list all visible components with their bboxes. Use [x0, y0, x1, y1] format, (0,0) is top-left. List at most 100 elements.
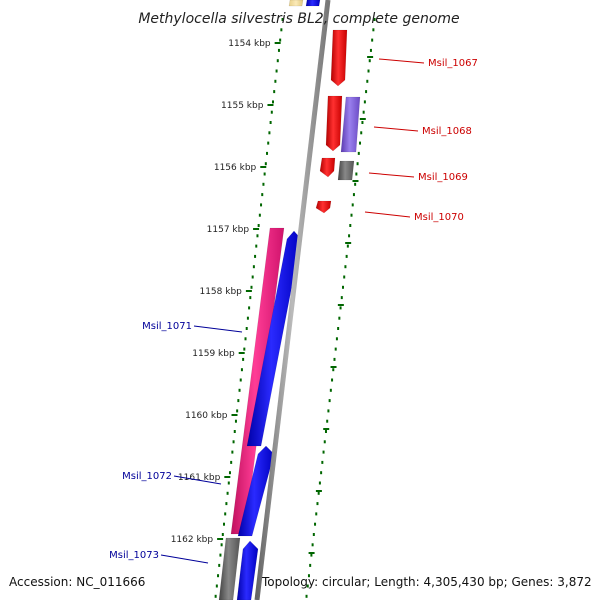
kbp-tick: [217, 538, 224, 540]
scale-dot: [232, 440, 235, 444]
scale-dot: [245, 327, 248, 330]
scale-dot: [234, 419, 237, 423]
gene-grey-1069b[interactable]: [337, 160, 355, 181]
scale-dot: [219, 553, 222, 557]
scale-dot: [307, 574, 310, 578]
gene-leader-line: [173, 475, 222, 485]
inner-scale-tick: [330, 366, 337, 368]
kbp-tick: [260, 166, 267, 168]
scale-dot: [305, 594, 308, 598]
scale-dot: [263, 172, 266, 176]
scale-dot: [280, 28, 283, 32]
scale-dot: [243, 347, 246, 351]
gene-label[interactable]: Msil_1067: [428, 58, 478, 69]
scale-dot: [268, 131, 271, 135]
topology-text: Topology: circular; Length: 4,305,430 bp…: [261, 575, 592, 589]
scale-dot: [366, 79, 369, 83]
scale-dot: [250, 285, 253, 289]
inner-scale-tick: [367, 56, 374, 58]
gene-label[interactable]: Msil_1068: [422, 126, 472, 137]
scale-dot: [240, 368, 243, 372]
scale-dot: [371, 38, 374, 42]
genome-title: Methylocella silvestris BL2, complete ge…: [138, 11, 459, 27]
scale-dot: [271, 100, 274, 104]
scale-dot: [332, 368, 335, 372]
scale-dot: [273, 90, 276, 94]
scale-dot: [256, 234, 259, 238]
accession-text: Accession: NC_011666: [9, 575, 145, 589]
scale-dot: [331, 378, 334, 382]
scale-dot: [355, 172, 358, 176]
scale-dot: [254, 254, 257, 258]
gene-leader-line: [368, 172, 415, 178]
scale-dot: [320, 471, 323, 475]
scale-dot: [261, 193, 264, 197]
gene-label[interactable]: Msil_1070: [414, 212, 464, 223]
scale-dot: [356, 162, 359, 166]
kbp-tick: [253, 228, 260, 230]
tick-label: 1156 kbp: [214, 163, 257, 173]
gene-purple-1068b[interactable]: [340, 96, 361, 153]
scale-dot: [251, 275, 254, 279]
scale-dot: [316, 502, 319, 506]
gene-msil-1070[interactable]: [315, 200, 332, 214]
scale-dot: [255, 244, 258, 248]
scale-dot: [327, 409, 330, 413]
gene-partial-top-yellow[interactable]: [288, 0, 304, 7]
scale-dot: [215, 584, 218, 588]
scale-dot: [337, 327, 340, 330]
scale-dot: [351, 203, 354, 207]
tick-label: 1160 kbp: [185, 411, 228, 421]
scale-dot: [314, 522, 317, 526]
gene-msil-1067[interactable]: [330, 29, 348, 87]
scale-dot: [239, 378, 242, 382]
gene-label[interactable]: Msil_1073: [109, 550, 159, 561]
scale-dot: [368, 59, 371, 63]
scale-dot: [238, 388, 241, 392]
scale-dot: [269, 121, 272, 124]
gene-grey-1073[interactable]: [218, 537, 241, 600]
gene-msil-1069[interactable]: [319, 157, 336, 178]
scale-dot: [335, 337, 338, 341]
gene-label[interactable]: Msil_1069: [418, 172, 468, 183]
scale-dot: [225, 502, 228, 506]
scale-dot: [373, 18, 376, 21]
scale-dot: [228, 471, 231, 475]
scale-dot: [224, 512, 227, 516]
scale-dot: [279, 38, 282, 42]
scale-dot: [338, 316, 341, 320]
scale-dot: [277, 48, 280, 52]
scale-dot: [217, 574, 220, 578]
scale-dot: [249, 296, 252, 300]
scale-dot: [264, 162, 267, 166]
gene-label[interactable]: Msil_1072: [122, 471, 172, 482]
scale-dot: [218, 563, 221, 567]
tick-layer: 1154 kbp 1155 kbp 1156 kbp 1157 kbp 1158 kbp…: [171, 18, 376, 598]
scale-dot: [227, 481, 230, 485]
scale-dot: [333, 357, 336, 361]
scale-dot: [357, 151, 360, 155]
tick-label: 1161 kbp: [178, 473, 221, 483]
inner-scale-tick: [345, 242, 352, 244]
gene-msil-1073[interactable]: [236, 540, 259, 600]
scale-dot: [244, 337, 247, 341]
scale-dot: [341, 285, 344, 289]
scale-dot: [306, 584, 309, 588]
scale-dot: [344, 265, 347, 269]
inner-scale-tick: [323, 428, 330, 430]
scale-dot: [367, 69, 370, 73]
scale-dot: [246, 316, 249, 320]
gene-label[interactable]: Msil_1071: [142, 321, 192, 332]
scale-dot: [310, 553, 313, 557]
gene-leader-line: [364, 211, 411, 218]
kbp-tick: [224, 476, 231, 478]
scale-dot: [329, 388, 332, 392]
scale-dot: [312, 533, 315, 536]
tick-label: 1154 kbp: [228, 39, 271, 49]
gene-msil-1068[interactable]: [325, 95, 343, 152]
scale-dot: [258, 213, 261, 217]
scale-dot: [230, 460, 233, 464]
gene-partial-top-blue[interactable]: [305, 0, 321, 7]
gene-leader-line: [160, 554, 209, 564]
